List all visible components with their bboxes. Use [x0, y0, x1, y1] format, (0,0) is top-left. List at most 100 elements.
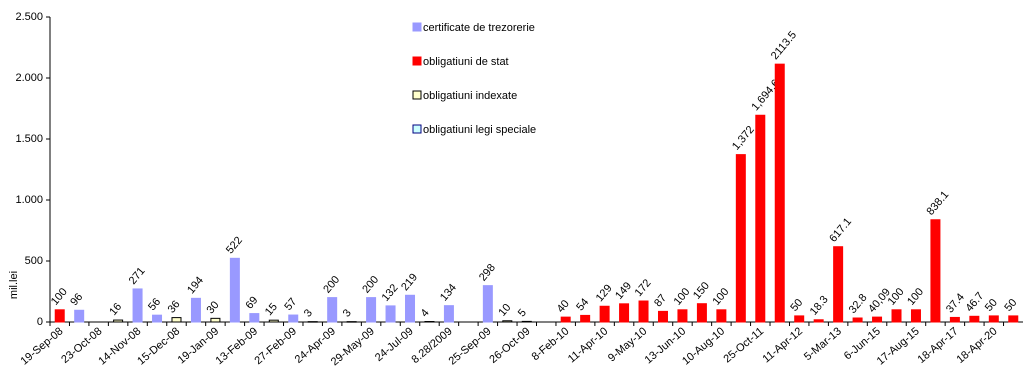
data-label: 298	[477, 262, 498, 284]
data-label: 10	[496, 302, 513, 319]
bar	[190, 297, 201, 323]
data-label: 100	[710, 286, 731, 308]
data-label: 5	[516, 307, 529, 319]
bar	[891, 309, 902, 323]
data-label: 100	[49, 286, 70, 308]
data-label: 30	[205, 299, 222, 316]
y-tick-label: 1.000	[15, 194, 43, 206]
bar	[580, 314, 591, 323]
data-label: 50	[1002, 297, 1019, 314]
x-tick-label: 5-Mar-13	[802, 325, 844, 363]
data-label: 40	[555, 298, 572, 315]
data-label: 134	[438, 282, 459, 304]
data-label: 129	[594, 282, 615, 304]
bar	[735, 154, 746, 323]
legend-marker	[412, 90, 422, 100]
y-tick-label: 0	[37, 316, 43, 328]
x-tick-label: 26-Oct-09	[487, 325, 532, 366]
bar	[385, 305, 396, 323]
x-tick-label: 18-Apr-17	[915, 325, 960, 366]
data-label: 50	[788, 297, 805, 314]
bar	[482, 285, 493, 323]
x-tick-label: 24-Jul-09	[373, 325, 416, 364]
data-label: 1,372	[730, 124, 757, 153]
legend-label: certificate de trezorerie	[423, 22, 535, 34]
x-tick-label: 17-Aug-15	[875, 325, 922, 367]
data-label: 16	[107, 301, 124, 318]
data-label: 87	[652, 292, 669, 309]
legend-label: obligatiuni indexate	[423, 90, 517, 102]
data-label: 96	[68, 291, 85, 308]
x-tick-label: 25-Sep-09	[447, 325, 494, 367]
bar	[833, 246, 844, 323]
data-label: 57	[282, 296, 299, 313]
bar	[210, 317, 221, 323]
data-label: 200	[360, 274, 381, 296]
bar	[794, 315, 805, 323]
bar	[288, 314, 299, 323]
bar	[638, 300, 649, 323]
bar	[327, 297, 338, 323]
data-label: 522	[224, 234, 245, 256]
bar	[988, 315, 999, 323]
bar	[132, 288, 143, 323]
data-label: 100	[886, 286, 907, 308]
data-label: 36	[166, 298, 183, 315]
bar	[930, 219, 941, 323]
bar	[152, 314, 163, 323]
bar	[949, 316, 960, 323]
bar	[502, 320, 513, 323]
data-label: 132	[380, 282, 401, 304]
y-tick-label: 2.500	[15, 11, 43, 23]
data-label: 3	[341, 307, 354, 319]
y-tick-label: 500	[25, 255, 43, 267]
data-label: 149	[613, 280, 634, 302]
y-tick-label: 2.000	[15, 72, 43, 84]
bar	[307, 321, 318, 323]
x-tick-label: 13-Feb-09	[214, 325, 261, 367]
bar	[599, 305, 610, 323]
x-tick-label: 19-Sep-08	[18, 325, 65, 367]
bar	[813, 319, 824, 323]
bar	[969, 315, 980, 323]
bar	[657, 310, 668, 323]
bar	[716, 309, 727, 323]
x-tick-label: 10-Aug-10	[680, 325, 727, 367]
data-label: 69	[243, 294, 260, 311]
bar	[249, 313, 260, 323]
bar	[1008, 315, 1019, 323]
bar	[774, 63, 785, 323]
data-label: 617.1	[827, 216, 854, 245]
legend-label: obligatiuni de stat	[423, 56, 509, 68]
data-label: 100	[672, 286, 693, 308]
bar	[852, 317, 863, 323]
data-label: 271	[127, 265, 148, 287]
bar	[113, 319, 124, 323]
bar	[910, 309, 921, 323]
legend-marker	[412, 124, 422, 134]
data-label: 219	[399, 271, 420, 293]
x-tick-label: 11-Apr-12	[760, 325, 805, 365]
x-tick-label: 15-Dec-08	[135, 325, 182, 367]
bar	[366, 297, 377, 323]
data-label: 2113.5	[769, 29, 799, 62]
data-label: 37.4	[944, 291, 967, 315]
x-tick-label: 27-Feb-09	[252, 325, 299, 367]
data-label: 150	[691, 280, 712, 302]
bar	[346, 321, 357, 323]
bar	[619, 303, 630, 323]
data-label: 50	[983, 297, 1000, 314]
bar	[443, 305, 454, 323]
bar	[54, 309, 65, 323]
x-tick-label: 29-May-09	[329, 325, 377, 368]
x-tick-label: 11-Apr-10	[566, 325, 611, 365]
data-label: 100	[905, 286, 926, 308]
data-label: 3	[302, 307, 315, 319]
data-label: 56	[146, 296, 163, 313]
bar	[268, 319, 279, 323]
x-tick-label: 8-Feb-10	[530, 325, 572, 363]
data-label: 194	[185, 274, 206, 296]
legend-label: obligatiuni legi speciale	[423, 124, 536, 136]
